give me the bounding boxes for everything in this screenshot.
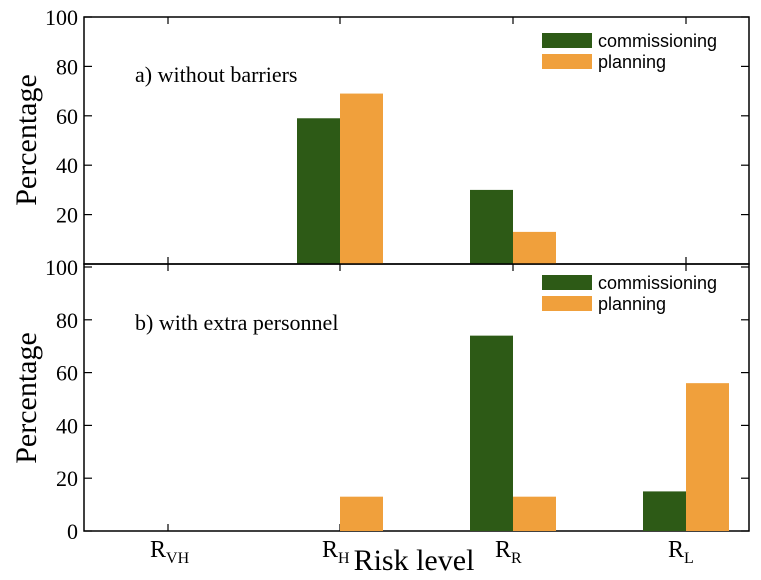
legend-label-planning: planning: [598, 52, 666, 72]
bar-planning-1: [340, 496, 383, 531]
y-tick-label: 100: [45, 255, 78, 280]
bar-commissioning-2: [470, 189, 513, 264]
bar-commissioning-2: [470, 335, 513, 531]
panel-b-label: b) with extra personnel: [135, 310, 338, 335]
y-tick-label: 20: [56, 203, 78, 228]
y-tick-label: 20: [56, 466, 78, 491]
legend-swatch-commissioning: [542, 275, 592, 290]
x-category-label: RVH: [150, 537, 190, 567]
panel-b-frame: [83, 263, 750, 532]
panel-a-bars: [297, 93, 556, 265]
bar-planning-1: [340, 93, 383, 264]
bar-planning-2: [513, 496, 556, 531]
panel-b-legend: commissioning planning: [542, 273, 717, 314]
panel-b-y-axis-title: Percentage: [10, 332, 43, 464]
panel-a-legend: commissioning planning: [542, 31, 717, 72]
panel-a-label: a) without barriers: [135, 62, 298, 87]
legend-label-commissioning: commissioning: [598, 31, 717, 51]
bar-planning-3: [686, 383, 729, 531]
legend-swatch-planning: [542, 296, 592, 311]
y-tick-label: 60: [56, 104, 78, 129]
legend-swatch-commissioning: [542, 33, 592, 48]
panel-b-y-ticks: 100 80 60 40 20 0: [45, 255, 749, 544]
y-tick-label: 100: [45, 5, 78, 30]
legend-label-commissioning: commissioning: [598, 273, 717, 293]
y-tick-label: 80: [56, 54, 78, 79]
y-tick-label: 80: [56, 308, 78, 333]
y-tick-label: 60: [56, 361, 78, 386]
x-category-label: RR: [495, 537, 522, 567]
panel-a-y-axis-title: Percentage: [10, 74, 43, 206]
x-axis-title: Risk level: [354, 544, 475, 577]
y-tick-label: 40: [56, 413, 78, 438]
x-category-label: RH: [322, 537, 350, 567]
legend-label-planning: planning: [598, 294, 666, 314]
panel-a: 100 80 60 40 20 a) without barriers commissi…: [10, 5, 750, 265]
y-tick-label: 0: [67, 519, 78, 544]
panel-b-bars: [340, 335, 729, 531]
bar-commissioning-1: [297, 118, 340, 265]
panel-b: 100 80 60 40 20 0 b) with extra personnel com…: [10, 255, 750, 544]
bar-commissioning-3: [643, 491, 686, 531]
bar-planning-2: [513, 231, 556, 264]
panel-a-y-ticks: 100 80 60 40 20: [45, 5, 749, 264]
x-axis-category-labels: RVH RH RR RL: [150, 537, 694, 567]
y-tick-label: 40: [56, 153, 78, 178]
x-category-label: RL: [668, 537, 694, 567]
legend-swatch-planning: [542, 54, 592, 69]
